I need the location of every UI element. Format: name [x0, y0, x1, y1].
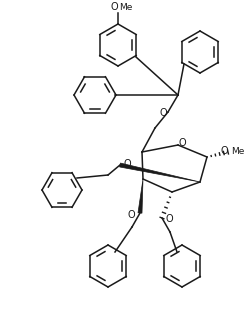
Text: O: O — [177, 138, 185, 148]
Text: O: O — [127, 210, 135, 220]
Text: O: O — [110, 2, 117, 12]
Text: O: O — [219, 146, 227, 156]
Polygon shape — [137, 179, 142, 213]
Text: O: O — [159, 108, 166, 118]
Polygon shape — [119, 163, 199, 182]
Text: O: O — [123, 159, 131, 169]
Text: Me: Me — [119, 2, 132, 11]
Text: O: O — [165, 214, 173, 224]
Text: Me: Me — [230, 146, 244, 155]
